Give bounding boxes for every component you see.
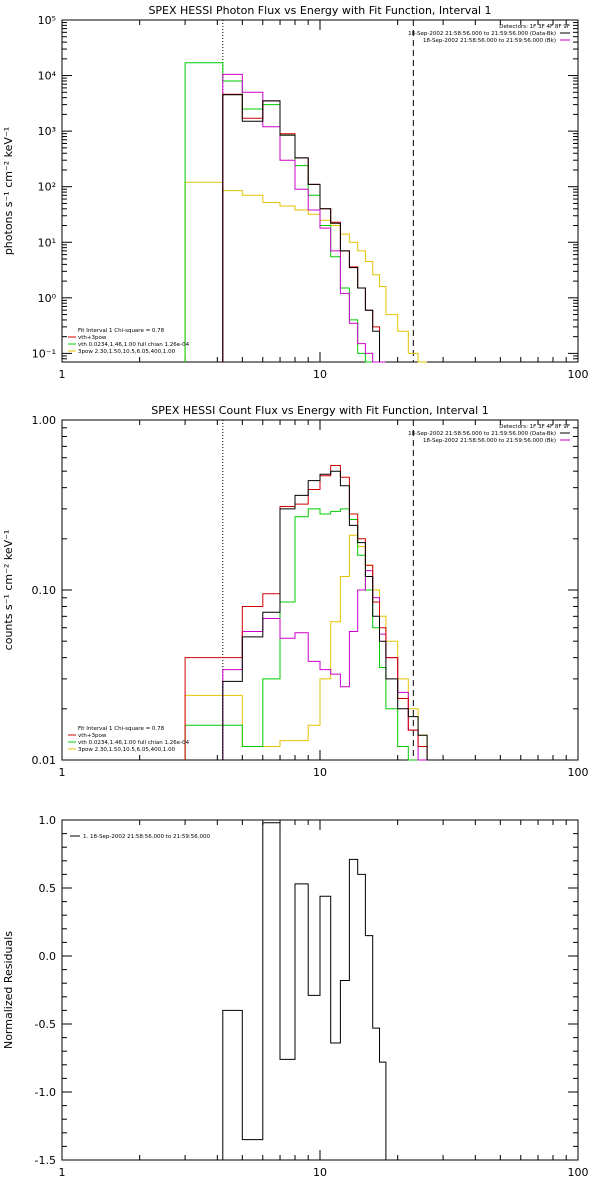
- panel-1-y-tick-label: 10¹: [38, 236, 56, 249]
- panel-1-series-data-bk: [222, 94, 380, 362]
- panel-1-x-ticks: 1 10 100: [59, 20, 589, 381]
- panel-3-y-tick-label: 1.0: [39, 814, 57, 827]
- panel-1: SPEX HESSI Photon Flux vs Energy with Fi…: [2, 4, 589, 381]
- panel-1-y-ticks: 10⁻¹ 10⁰ 10¹ 10² 10³ 10⁴ 10⁵: [32, 14, 578, 363]
- panel-3: Normalized Residuals 1 10 100 -1.5 -1.0 -0.5 0.…: [2, 814, 589, 1179]
- panel-1-x-tick-label: 1: [59, 368, 66, 381]
- panel-3-x-tick-label: 100: [568, 1166, 589, 1179]
- panel-1-y-tick-label: 10⁵: [38, 14, 56, 27]
- panel-3-y-tick-label: -1.0: [35, 1086, 56, 1099]
- panel-1-x-tick-label: 10: [313, 368, 327, 381]
- legend-bottom-entry: vth 0.0234,1.46,1.00 full chian 1.26e-04: [78, 342, 190, 348]
- panel-1-y-axis-label: photons s⁻¹ cm⁻² keV⁻¹: [2, 127, 15, 255]
- panel-1-x-tick-label: 100: [568, 368, 589, 381]
- panel-2-y-ticks: 0.01 0.10 1.00: [32, 414, 578, 767]
- legend-bottom-entry: vth+3pow: [78, 733, 107, 739]
- panel-3-series: [222, 822, 387, 1160]
- panel-2-title: SPEX HESSI Count Flux vs Energy with Fit…: [151, 404, 488, 417]
- legend-bottom-entry: Fit Interval 1 Chi-square = 0.78: [78, 328, 165, 334]
- legend-top-entry: 18-Sep-2002 21:58:56.000 to 21:59:56.000…: [408, 431, 556, 437]
- panel-1-series-vth: [184, 62, 373, 363]
- panel-2-x-tick-label: 1: [59, 766, 66, 779]
- panel-2-series-bk: [222, 570, 428, 761]
- legend-top-entry: 18-Sep-2002 21:58:56.000 to 21:59:56.000…: [423, 438, 556, 444]
- legend-top-entry: 18-Sep-2002 21:58:56.000 to 21:59:56.000…: [423, 38, 556, 44]
- panel-1-series: [184, 62, 428, 363]
- panel-3-x-ticks: 1 10 100: [59, 820, 589, 1179]
- panel-2-series-3pow: [184, 534, 436, 761]
- legend-bottom-entry: vth+3pow: [78, 335, 107, 341]
- panel-2-series: [184, 465, 436, 761]
- panel-1-y-tick-label: 10⁰: [38, 292, 57, 305]
- panel-2-y-tick-label: 1.00: [32, 414, 57, 427]
- legend-bottom-entry: 3pow 2.30,1.50,10.5,6.05,400,1.00: [78, 747, 176, 753]
- panel-1-y-tick-label: 10⁻¹: [32, 347, 56, 360]
- panel-3-y-tick-label: -1.5: [35, 1154, 56, 1167]
- panel-2-y-tick-label: 0.10: [32, 584, 57, 597]
- panel-3-series-1-18-sep-2002-21-58-56-000-to-21-59-56-000: [222, 822, 387, 1160]
- panel-2-x-tick-label: 10: [313, 766, 327, 779]
- panel-2: SPEX HESSI Count Flux vs Energy with Fit…: [2, 404, 589, 779]
- panel-1-y-tick-label: 10³: [38, 125, 56, 138]
- legend-top-entry: Detectors: 1F 3F 4F 8F 9F: [499, 424, 570, 430]
- panel-2-x-ticks: 1 10 100: [59, 420, 589, 779]
- panel-2-series-data-bk: [222, 470, 436, 761]
- panel-1-series-vth-3pow: [222, 93, 380, 362]
- panel-1-y-tick-label: 10²: [38, 181, 56, 194]
- panel-3-x-tick-label: 10: [313, 1166, 327, 1179]
- panel-2-y-axis-label: counts s⁻¹ cm⁻² keV⁻¹: [2, 530, 15, 651]
- legend-top-entry: 18-Sep-2002 21:58:56.000 to 21:59:56.000…: [408, 31, 556, 37]
- legend-bottom-entry: 3pow 2.30,1.50,10.5,6.05,400,1.00: [78, 349, 176, 355]
- legend-top-entry: 1. 18-Sep-2002 21:58:56.000 to 21:59:56.…: [83, 834, 210, 840]
- legend-bottom-entry: Fit Interval 1 Chi-square = 0.78: [78, 726, 165, 732]
- panel-3-y-tick-label: 0.0: [39, 950, 57, 963]
- panel-1-series-bk: [222, 73, 386, 363]
- panel-1-title: SPEX HESSI Photon Flux vs Energy with Fi…: [148, 4, 491, 17]
- panel-2-x-tick-label: 100: [568, 766, 589, 779]
- legend-top-entry: Detectors: 1F 3F 4F 8F 9F: [499, 24, 570, 30]
- panel-1-y-tick-label: 10⁴: [38, 70, 57, 83]
- panel-1-series-3pow: [184, 181, 428, 363]
- panel-3-y-tick-label: -0.5: [35, 1018, 56, 1031]
- legend-bottom-entry: vth 0.0234,1.46,1.00 full chian 1.26e-04: [78, 740, 190, 746]
- panel-2-y-tick-label: 0.01: [32, 754, 57, 767]
- panel-3-legend: 1. 18-Sep-2002 21:58:56.000 to 21:59:56.…: [70, 834, 210, 840]
- panel-3-y-tick-label: 0.5: [39, 882, 57, 895]
- panel-3-y-ticks: -1.5 -1.0 -0.5 0.0 0.5 1.0: [35, 814, 578, 1167]
- panel-3-y-axis-label: Normalized Residuals: [2, 931, 15, 1049]
- panel-3-x-tick-label: 1: [59, 1166, 66, 1179]
